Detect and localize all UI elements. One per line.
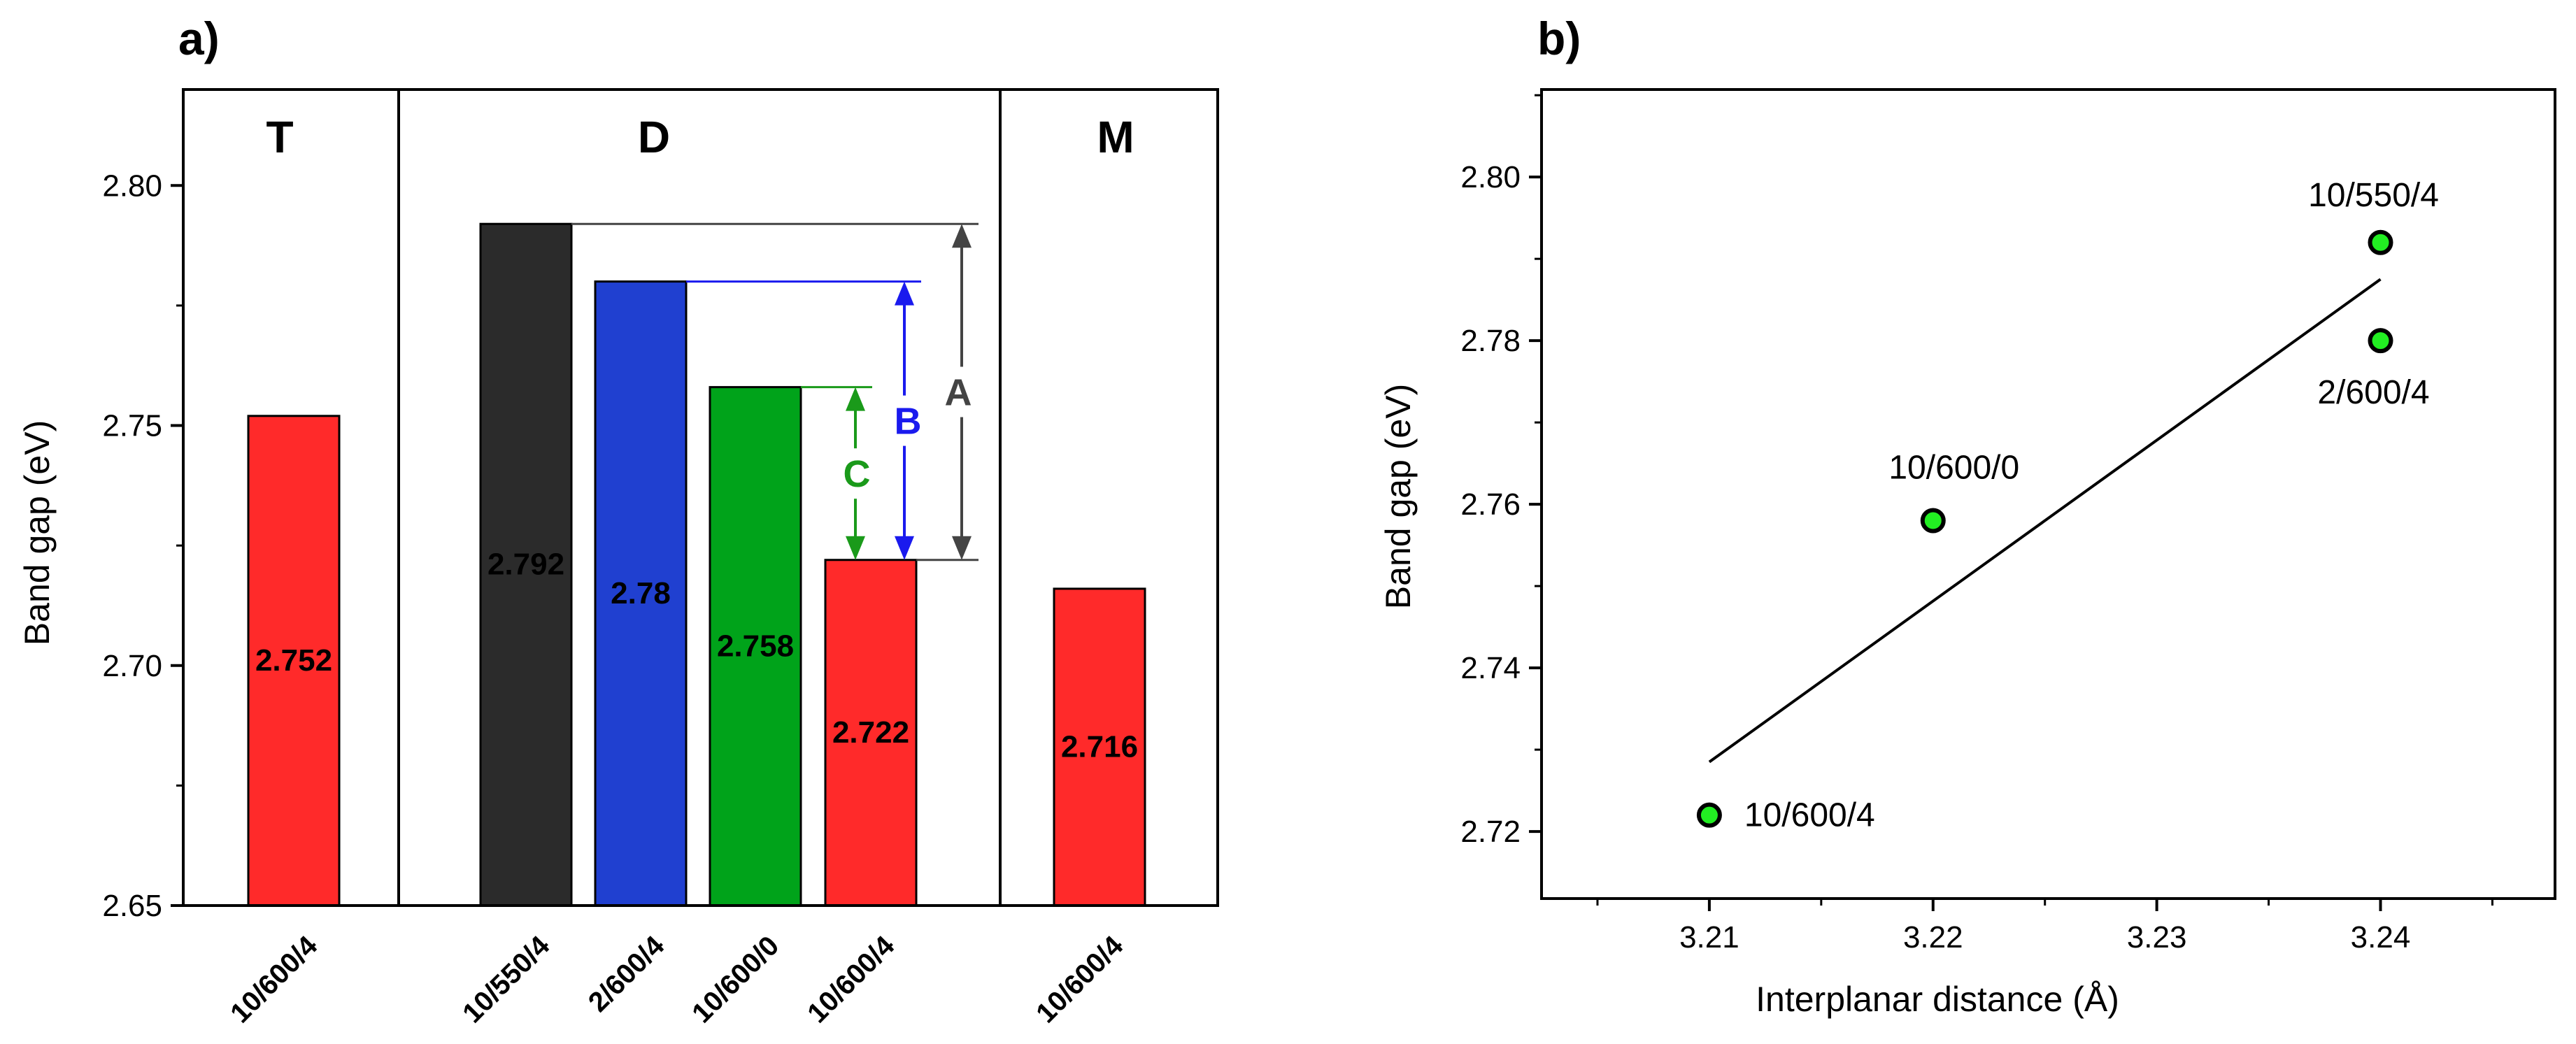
fit-line: [1708, 278, 2382, 764]
panel-b-x-axis-label: Interplanar distance (Å): [1756, 980, 2119, 1019]
panel-b-y-tick-label: 2.74: [1460, 651, 1521, 685]
bar-d-3: [709, 386, 802, 907]
scatter-point: [2368, 229, 2393, 255]
annotation-b-arrowhead-up: [895, 281, 914, 306]
bar-value-label: 2.792: [488, 548, 564, 582]
panel-b-x-tick-label: 3.21: [1679, 920, 1739, 954]
panel-b-x-tick-label: 3.23: [2127, 920, 2187, 954]
panel-b-label: b): [1537, 13, 1581, 64]
annotation-b-arrowhead-down: [895, 536, 914, 560]
annotation-a-arrowhead-up: [952, 224, 972, 248]
region-label-t: T: [266, 112, 293, 162]
category-label: 10/600/0: [686, 930, 785, 1029]
panel-b-y-tick-label: 2.76: [1460, 487, 1521, 522]
category-label: 10/600/4: [1030, 930, 1130, 1029]
scatter-point-label: 2/600/4: [2317, 374, 2429, 411]
annotation-a-arrowhead-down: [952, 536, 972, 560]
panel-a-y-axis-label: Band gap (eV): [17, 420, 57, 645]
panel-a-plot-frame: [182, 88, 1219, 907]
bar-d-4: [824, 559, 918, 907]
annotation-c-arrowhead-down: [846, 536, 865, 560]
annotation-b-label: B: [895, 401, 922, 443]
panel-a-y-tick-label: 2.80: [102, 169, 162, 203]
bar-value-label: 2.752: [255, 643, 332, 678]
panel-a-bar-chart: a) Band gap (eV) 2.65 2.70 2.75 2.80 2.752 10…: [17, 13, 1219, 1029]
bar-d-1: [479, 222, 573, 907]
panel-a-y-tick-label: 2.75: [102, 409, 162, 443]
scatter-point: [2368, 328, 2393, 354]
scatter-point: [1920, 508, 1946, 534]
panel-b-scatter-chart: b) Band gap (eV) Interplanar distance (Å…: [1379, 13, 2556, 1019]
panel-b-y-tick-label: 2.80: [1460, 160, 1521, 194]
panel-a-label: a): [178, 13, 220, 64]
scatter-point-label: 10/600/0: [1888, 450, 2019, 487]
bar-d-2: [594, 280, 688, 907]
region-label-d: D: [638, 112, 670, 162]
panel-b-x-tick-label: 3.24: [2351, 920, 2411, 954]
panel-b-plot-frame: [1540, 88, 2556, 900]
bar-value-label: 2.78: [611, 576, 671, 610]
bar-value-label: 2.716: [1061, 729, 1138, 764]
scatter-point: [1696, 802, 1722, 828]
annotation-c-arrowhead-up: [846, 387, 865, 411]
annotation-a-label: A: [945, 371, 972, 413]
panel-b-y-tick-label: 2.78: [1460, 324, 1521, 358]
panel-b-y-axis-label: Band gap (eV): [1379, 384, 1418, 609]
bar-m-5: [1053, 587, 1146, 907]
scatter-point-label: 10/550/4: [2308, 177, 2439, 214]
panel-b-y-tick-label: 2.72: [1460, 815, 1521, 849]
panel-a-y-tick-label: 2.65: [102, 889, 162, 923]
category-label: 2/600/4: [583, 930, 671, 1018]
bar-value-label: 2.758: [717, 629, 794, 663]
category-label: 10/600/4: [225, 930, 324, 1029]
region-label-m: M: [1097, 112, 1134, 162]
annotation-c-label: C: [844, 453, 871, 495]
panel-a-y-tick-label: 2.70: [102, 649, 162, 683]
category-label: 10/550/4: [457, 930, 556, 1029]
panel-b-x-tick-label: 3.22: [1903, 920, 1963, 954]
category-label: 10/600/4: [802, 930, 901, 1029]
bar-value-label: 2.722: [832, 715, 909, 750]
scatter-point-label: 10/600/4: [1744, 797, 1875, 834]
